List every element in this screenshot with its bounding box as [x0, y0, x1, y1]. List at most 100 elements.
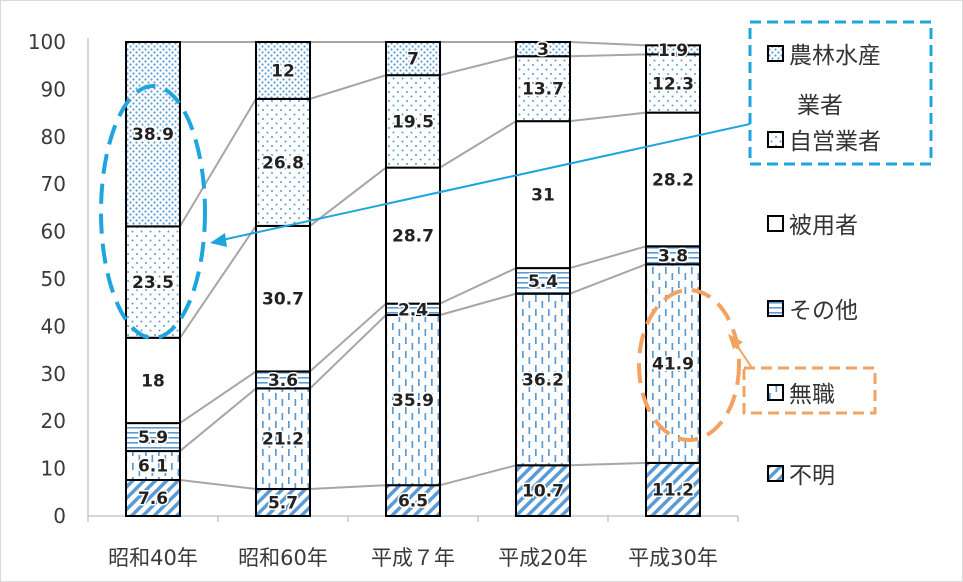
connector-line: [569, 245, 647, 270]
connector-line: [309, 166, 387, 227]
data-label: 31: [531, 186, 555, 206]
bars: [125, 41, 701, 518]
connector-line: [309, 302, 387, 373]
legend-swatch: [767, 215, 784, 232]
connector-line: [179, 225, 257, 339]
data-label-halo: 7.6: [138, 489, 168, 509]
y-tick-label: 80: [41, 125, 66, 149]
connector-line: [309, 484, 387, 490]
data-label: 6.1: [138, 457, 168, 477]
bar-series-0-0: [125, 478, 181, 518]
legend-label: 農林水産: [789, 43, 881, 69]
data-label-halo: 28.2: [652, 170, 694, 190]
bar-series-3-3: [515, 120, 571, 270]
connector-line: [439, 55, 517, 77]
connector-line: [569, 111, 647, 123]
bar-series-0-4: [645, 461, 701, 517]
y-tick-label: 90: [41, 77, 66, 101]
y-tick-label: 40: [41, 314, 66, 338]
bar-series-0-2: [385, 484, 441, 518]
arrow-head-blue: [210, 233, 227, 247]
highlight-ellipse-orange: [637, 288, 741, 442]
y-tick-label: 70: [41, 172, 66, 196]
data-label-halo: 12.3: [652, 74, 694, 94]
data-label: 19.5: [392, 112, 434, 132]
data-label-halo: 6.5: [398, 492, 428, 512]
y-tick-label: 100: [28, 30, 66, 54]
data-label-halo: 5.9: [138, 428, 168, 448]
legend-label: 自営業者: [789, 129, 881, 155]
legend-label: 被用者: [789, 213, 858, 239]
data-label-halo: 3.6: [268, 371, 298, 391]
y-tick-label: 30: [41, 362, 66, 386]
y-tick-label: 0: [53, 504, 66, 528]
legend-label: 無職: [789, 382, 835, 408]
data-label: 7.6: [138, 489, 168, 509]
connector-line: [439, 267, 517, 305]
connector-line: [179, 370, 257, 424]
arrow-line-blue: [221, 123, 751, 241]
bar-series-4-3: [515, 55, 571, 123]
data-label: 7: [407, 50, 419, 70]
connector-line: [179, 98, 257, 227]
data-label-halo: 23.5: [132, 273, 174, 293]
data-label-halo: 31: [531, 186, 555, 206]
data-label-halo: 13.7: [522, 80, 564, 100]
data-label-halo: 2.4: [398, 300, 428, 320]
legend-swatch: [767, 300, 784, 317]
y-tick-label: 50: [41, 267, 66, 291]
data-label: 3.6: [268, 371, 298, 391]
data-label: 38.9: [132, 125, 174, 145]
highlight-box-blue: [748, 20, 933, 166]
highlight-ellipse-blue: [99, 84, 207, 340]
data-label-halo: 5.4: [528, 272, 558, 292]
data-label-halo: 38.9: [132, 125, 174, 145]
data-label-halo: 28.7: [392, 227, 434, 247]
bar-series-4-2: [385, 74, 441, 169]
bar-series-1-3: [515, 292, 571, 467]
data-label-halo: 11.2: [652, 480, 694, 500]
connector-line: [309, 314, 387, 390]
data-label: 5.7: [268, 493, 298, 513]
bar-series-3-1: [255, 224, 311, 373]
data-label: 21.2: [262, 430, 304, 450]
data-label-halo: 1.9: [658, 41, 688, 61]
data-label-halo: 5.7: [268, 493, 298, 513]
data-label: 6.5: [398, 492, 428, 512]
data-label: 35.9: [392, 391, 434, 411]
bar-series-5-4: [645, 44, 701, 56]
legend-label: 業者: [797, 93, 843, 119]
connector-line: [309, 74, 387, 100]
data-label-halo: 19.5: [392, 112, 434, 132]
x-tick-label: 平成７年: [371, 546, 455, 570]
bar-series-5-3: [515, 41, 571, 58]
connector-line: [569, 263, 647, 295]
data-label: 13.7: [522, 80, 564, 100]
data-label: 41.9: [652, 355, 694, 375]
data-label: 28.2: [652, 170, 694, 190]
connector-line: [569, 461, 647, 467]
bar-series-4-4: [645, 53, 701, 114]
data-label-halo: 6.1: [138, 457, 168, 477]
bar-series-3-4: [645, 111, 701, 248]
connector-line: [569, 53, 647, 58]
data-label: 5.4: [528, 272, 558, 292]
data-label-halo: 30.7: [262, 290, 304, 310]
legend-swatch: [767, 131, 784, 148]
data-label: 36.2: [522, 370, 564, 390]
bar-series-0-1: [255, 487, 311, 517]
y-tick-label: 60: [41, 220, 66, 244]
connector-line: [569, 41, 647, 47]
data-label-halo: 12: [271, 61, 295, 81]
arrow-line-orange: [735, 343, 753, 369]
arrow-head-orange: [728, 334, 743, 349]
data-label: 3: [537, 40, 549, 60]
bar-series-5-1: [255, 41, 311, 100]
data-label-halo: 41.9: [652, 355, 694, 375]
connector-line: [439, 292, 517, 316]
data-label: 10.7: [522, 482, 564, 502]
legend-label: 不明: [789, 463, 835, 489]
